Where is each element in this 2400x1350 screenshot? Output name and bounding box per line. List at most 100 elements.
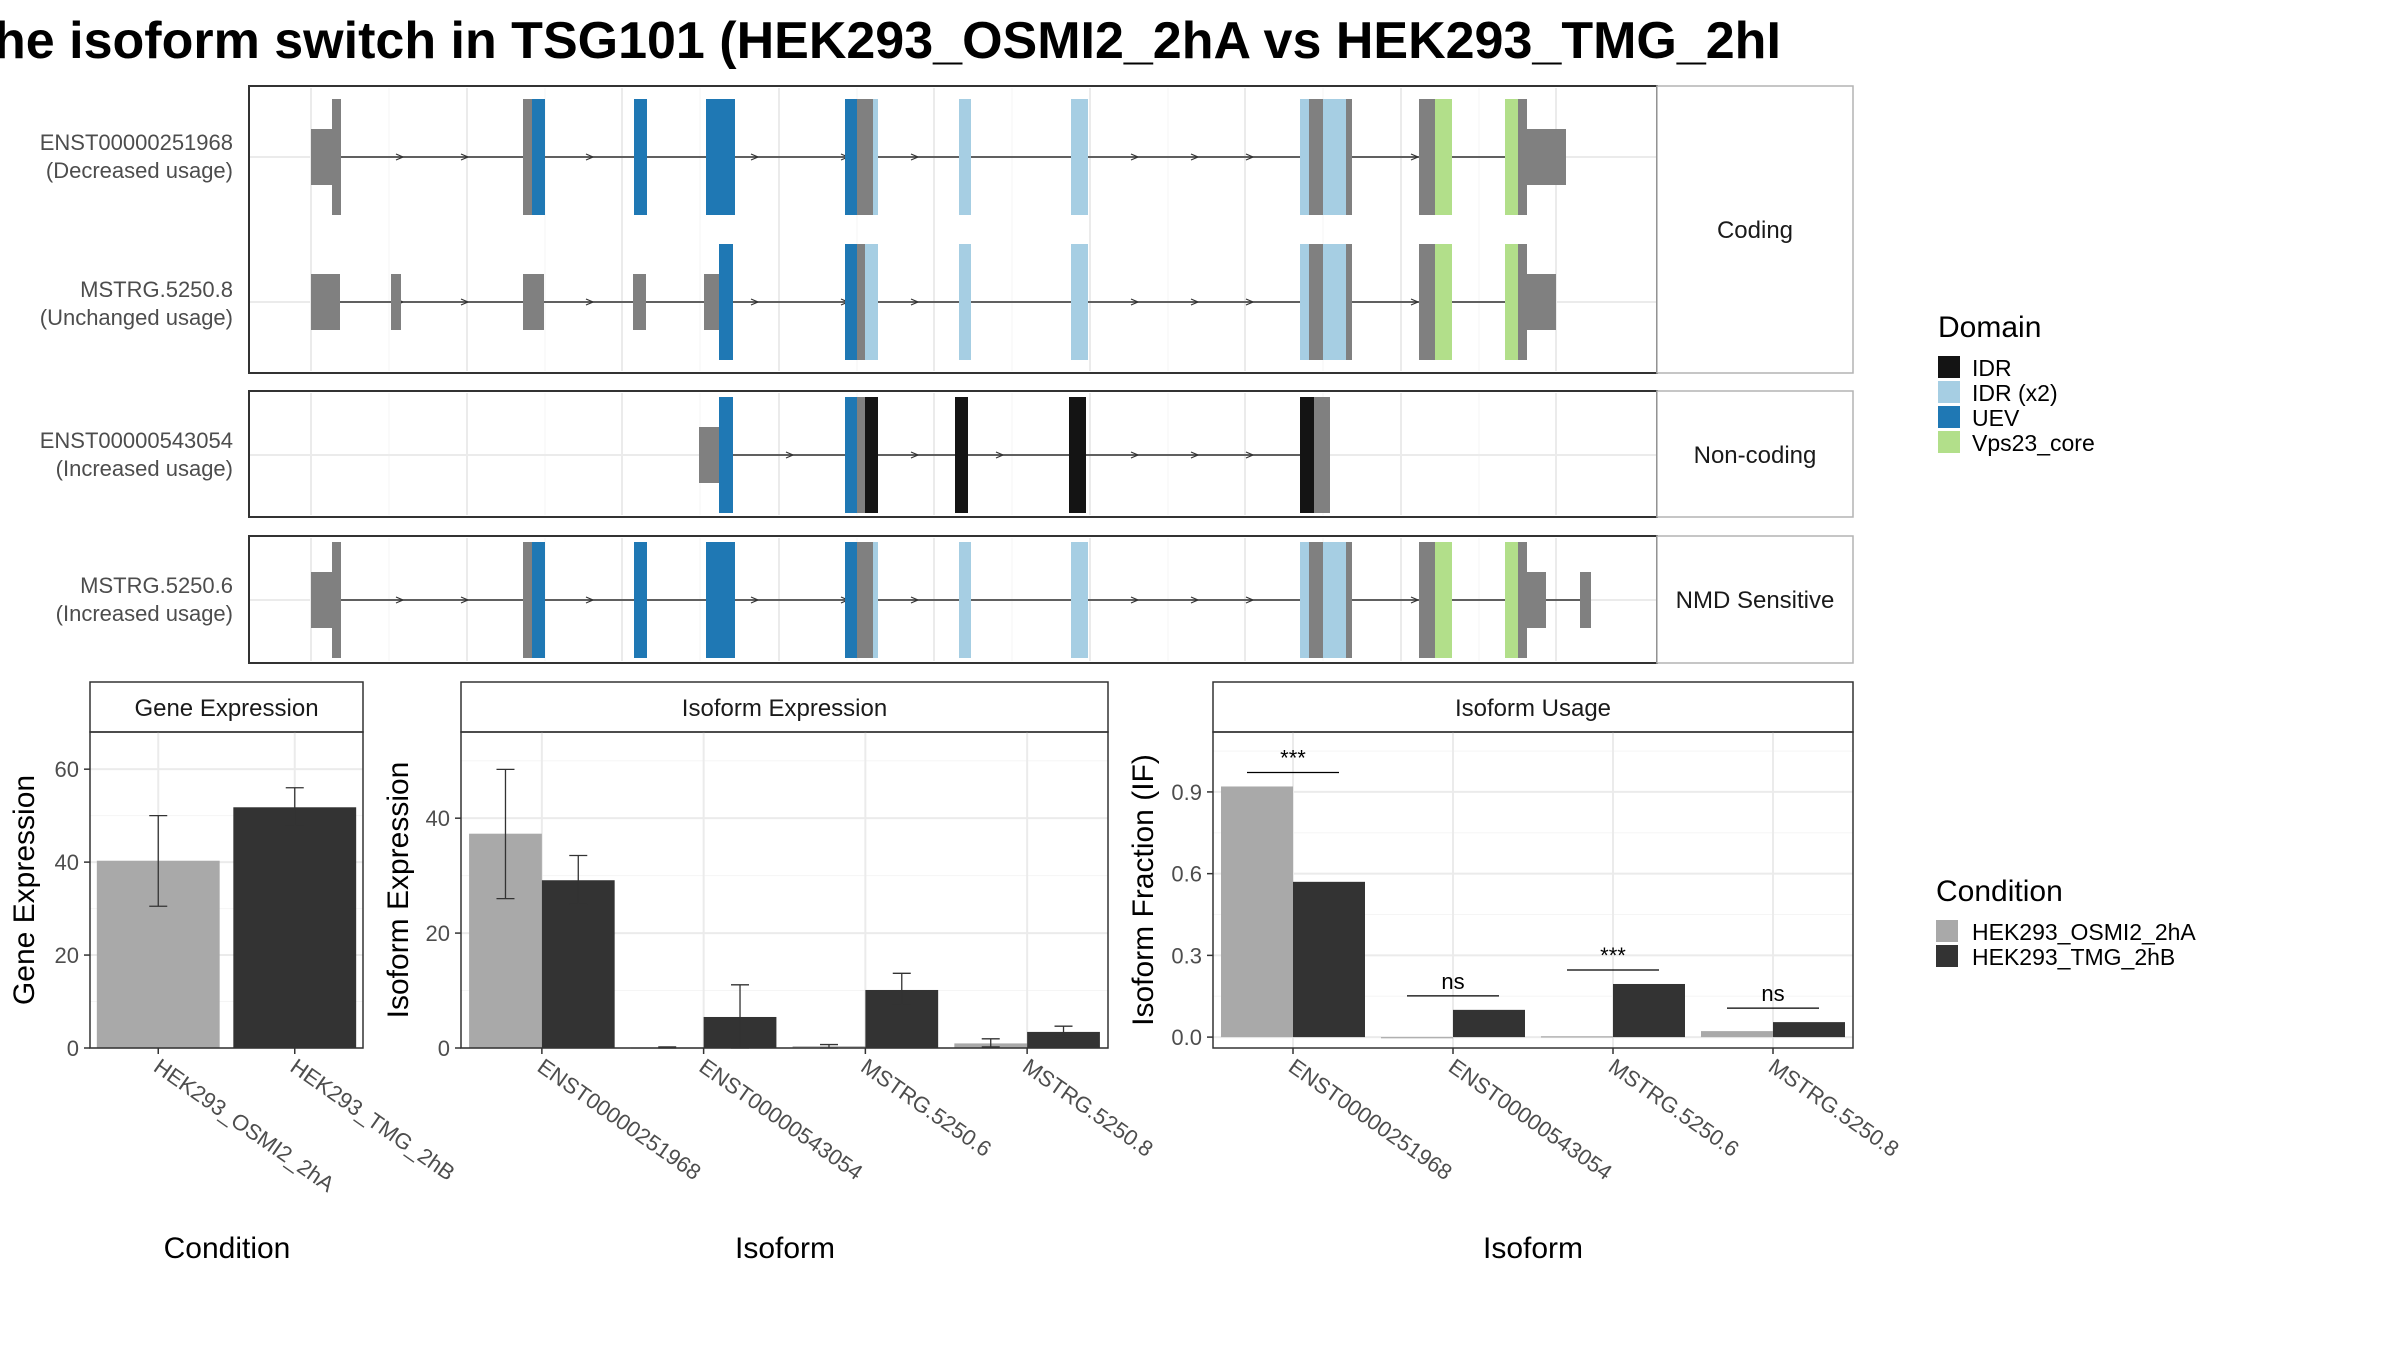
group-label-noncoding: Non-coding [1694, 442, 1817, 469]
transcript-track [311, 99, 1566, 215]
exon [1323, 244, 1346, 360]
strip-noncoding [1656, 390, 1854, 518]
strand-arrow [785, 451, 795, 459]
panel-border [89, 731, 364, 1049]
strand-arrow [1245, 153, 1255, 161]
transcript-track [699, 397, 1330, 513]
strand-arrow [460, 298, 470, 306]
error-bar [1054, 1025, 1073, 1038]
exon [1518, 244, 1527, 360]
exon [845, 99, 857, 215]
significance-label: *** [1280, 745, 1306, 770]
strand-arrow [1410, 596, 1420, 604]
exon [1300, 244, 1309, 360]
strand-arrow [460, 153, 470, 161]
exon [532, 542, 545, 658]
exon [1300, 99, 1309, 215]
exon [311, 572, 334, 628]
legend-swatch [1938, 356, 1960, 378]
strand-arrow [1130, 153, 1140, 161]
strand-arrow [995, 451, 1005, 459]
isoform-id-label: ENST00000543054 [40, 428, 233, 453]
x-tick-label: ENST00000543054 [1444, 1054, 1617, 1185]
bar [1453, 1009, 1525, 1038]
panel-title: Isoform Usage [1455, 695, 1611, 722]
panel-title: Isoform Expression [682, 695, 887, 722]
error-bar [981, 1038, 1000, 1048]
x-tick-label: ENST00000251968 [1284, 1054, 1457, 1185]
exon [311, 274, 340, 330]
x-tick-label: MSTRG.5250.6 [857, 1054, 997, 1162]
y-tick-label: 60 [55, 757, 79, 782]
exon [1309, 244, 1323, 360]
x-tick-label: ENST00000543054 [695, 1054, 868, 1185]
exon [633, 274, 646, 330]
domain-legend-title: Domain [1938, 311, 2041, 344]
strand-arrow [1245, 596, 1255, 604]
strand-arrow [460, 596, 470, 604]
isoform-id-label: MSTRG.5250.8 [80, 277, 233, 302]
group-label-coding: Coding [1717, 217, 1793, 244]
exon [1518, 542, 1527, 658]
strand-arrow [910, 451, 920, 459]
exon [1419, 542, 1435, 658]
exon [719, 244, 733, 360]
y-tick-label: 0.3 [1171, 943, 1202, 968]
exon [1309, 542, 1323, 658]
panel-border [460, 731, 1109, 1049]
exon [1505, 244, 1518, 360]
y-tick-label: 20 [55, 943, 79, 968]
bar [541, 880, 615, 1048]
exon [523, 274, 544, 330]
exon [1314, 397, 1330, 513]
strand-arrow [1410, 153, 1420, 161]
exon [1435, 542, 1452, 658]
strand-arrow [1130, 298, 1140, 306]
exon [845, 397, 857, 513]
exon [1300, 397, 1314, 513]
x-tick-label: ENST00000251968 [533, 1054, 706, 1185]
exon [857, 99, 873, 215]
exon [1323, 99, 1346, 215]
panel-strip [460, 681, 1109, 733]
strand-arrow [1190, 451, 1200, 459]
legend-swatch [1936, 945, 1958, 967]
transcript-track [311, 244, 1556, 360]
error-bar [496, 768, 515, 900]
exon [873, 542, 878, 658]
y-tick-label: 0.9 [1171, 780, 1202, 805]
bar [233, 807, 357, 1048]
strand-arrow [395, 153, 405, 161]
x-axis-title: Condition [164, 1232, 291, 1265]
exon [532, 99, 545, 215]
strand-arrow [1245, 451, 1255, 459]
exon [523, 542, 533, 658]
exon [1300, 542, 1309, 658]
x-tick-label: MSTRG.5250.6 [1604, 1054, 1744, 1162]
strand-arrow [1190, 596, 1200, 604]
exon [332, 542, 341, 658]
exon [311, 129, 334, 185]
exon [1323, 542, 1346, 658]
legend-swatch [1938, 381, 1960, 403]
exon [1419, 244, 1435, 360]
exon [634, 542, 647, 658]
exon [845, 542, 857, 658]
exon [1071, 244, 1088, 360]
legend-swatch [1938, 431, 1960, 453]
exon [955, 397, 968, 513]
exon [1309, 99, 1323, 215]
isoform-id-label: MSTRG.5250.6 [80, 573, 233, 598]
exon [1346, 542, 1352, 658]
strip-coding [1656, 85, 1854, 374]
exon [1419, 99, 1435, 215]
y-tick-label: 40 [55, 850, 79, 875]
significance-label: *** [1600, 943, 1626, 968]
exon [706, 99, 735, 215]
error-bar [892, 972, 911, 1006]
legend-swatch [1936, 920, 1958, 942]
strand-arrow [1130, 596, 1140, 604]
bar [1541, 1036, 1613, 1038]
strand-arrow [750, 153, 760, 161]
